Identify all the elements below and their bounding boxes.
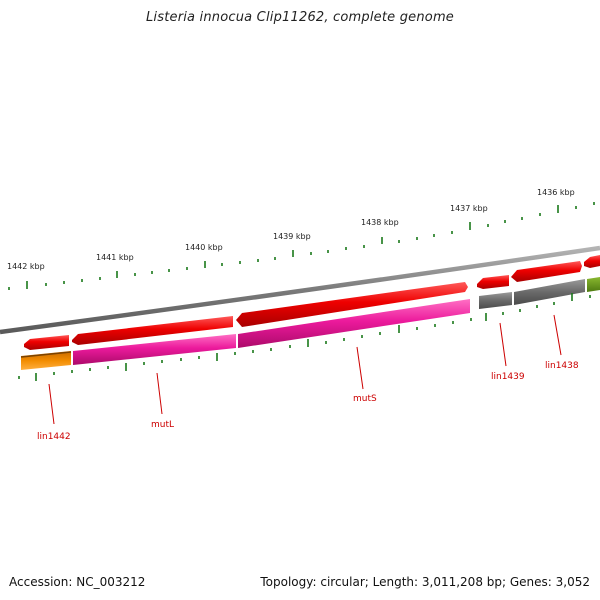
- scale-label-1439: 1439 kbp: [273, 232, 311, 241]
- accession-text: Accession: NC_003212: [9, 575, 146, 589]
- scale-label-1441: 1441 kbp: [96, 253, 134, 262]
- gene-label-lin1439[interactable]: lin1439: [491, 372, 525, 382]
- cds-arrow-next[interactable]: [584, 255, 600, 268]
- cds-arrow-lin1439[interactable]: [477, 275, 509, 289]
- track-segment-mutS: [238, 299, 470, 348]
- cds-arrow-lin1438[interactable]: [511, 261, 582, 282]
- gene-label-lin1442[interactable]: lin1442: [37, 432, 71, 442]
- cds-arrow-mutS[interactable]: [236, 282, 468, 327]
- scale-ticks-upper: [8, 202, 595, 290]
- scale-label-1440: 1440 kbp: [185, 243, 223, 252]
- forward-strand-track: [24, 255, 600, 350]
- track-segment-lin1438: [514, 279, 585, 305]
- cds-arrow-mutL[interactable]: [72, 316, 233, 345]
- gene-label-mutS[interactable]: mutS: [353, 394, 377, 404]
- scale-ticks-lower: [18, 293, 591, 381]
- label-leaders: [48, 314, 562, 425]
- gene-label-lin1438[interactable]: lin1438: [545, 361, 579, 371]
- scale-label-1438: 1438 kbp: [361, 218, 399, 227]
- cds-arrow-lin1442[interactable]: [24, 335, 69, 350]
- track-segment-next: [587, 277, 600, 292]
- track-segment-lin1439: [479, 292, 512, 309]
- genome-backbone: [0, 245, 600, 335]
- track-segment-mutL: [73, 334, 236, 365]
- map-title: Listeria innocua Clip11262, complete gen…: [145, 10, 455, 25]
- scale-label-1436: 1436 kbp: [537, 188, 575, 197]
- genome-stats-text: Topology: circular; Length: 3,011,208 bp…: [260, 575, 590, 589]
- gene-labels: lin1442 mutL mutS lin1439 lin1438: [37, 361, 579, 442]
- scale-labels: 1442 kbp 1441 kbp 1440 kbp 1439 kbp 1438…: [7, 188, 575, 271]
- scale-label-1442: 1442 kbp: [7, 262, 45, 271]
- cog-color-track: [20, 277, 600, 370]
- scale-label-1437: 1437 kbp: [450, 204, 488, 213]
- gene-label-mutL[interactable]: mutL: [151, 420, 174, 430]
